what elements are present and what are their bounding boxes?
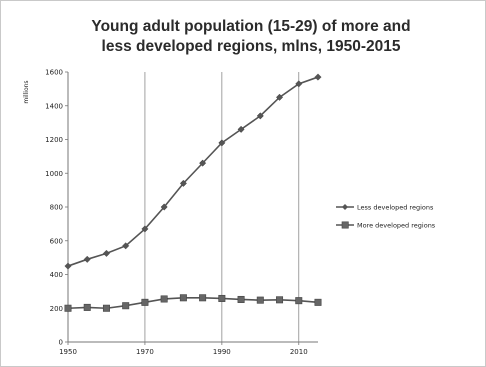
point-series-1-1980 — [179, 294, 187, 302]
point-series-1-1995 — [237, 295, 245, 303]
point-series-0-1985 — [199, 159, 207, 167]
legend-label-0: Less developed regions — [357, 204, 434, 212]
chart-title-line-2: less developed regions, mlns, 1950-2015 — [101, 38, 401, 55]
point-series-1-1955 — [83, 303, 91, 311]
point-series-1-2000 — [256, 296, 264, 304]
point-series-1-1965 — [122, 302, 130, 310]
y-tick-label-1200: 1200 — [45, 136, 63, 144]
y-tick-label-1600: 1600 — [45, 69, 63, 77]
point-series-1-1975 — [160, 295, 168, 303]
y-tick-label-200: 200 — [50, 305, 63, 313]
point-series-1-1985 — [199, 294, 207, 302]
point-series-0-2010 — [295, 80, 303, 88]
x-tick-label-2010: 2010 — [290, 348, 308, 356]
point-series-1-1970 — [141, 298, 149, 306]
series-group — [64, 73, 322, 312]
point-series-1-2005 — [276, 296, 284, 304]
point-series-0-2015 — [314, 73, 322, 81]
y-tick-label-1000: 1000 — [45, 170, 63, 178]
point-series-0-1970 — [141, 225, 149, 233]
chart-title: Young adult population (15-29) of more a… — [41, 17, 461, 57]
x-tick-labels: 1950 1970 1990 2010 — [59, 348, 308, 356]
y-tick-labels: 0 200 400 600 800 1000 1200 1400 1600 — [45, 69, 63, 347]
legend-marker-0 — [342, 204, 348, 210]
point-series-0-1995 — [237, 125, 245, 133]
legend-label-1: More developed regions — [357, 222, 436, 230]
chart-title-line-1: Young adult population (15-29) of more a… — [91, 18, 411, 35]
axes — [65, 71, 318, 345]
point-series-0-1950 — [64, 262, 72, 270]
point-series-0-2005 — [275, 93, 284, 101]
point-series-0-1975 — [160, 203, 168, 211]
point-series-0-1955 — [83, 255, 91, 263]
point-series-0-2000 — [256, 112, 264, 120]
y-tick-label-1400: 1400 — [45, 102, 63, 110]
y-tick-label-0: 0 — [59, 339, 63, 347]
point-series-0-1960 — [102, 249, 111, 257]
y-axis-label: millions — [23, 80, 30, 103]
point-series-0-1990 — [218, 139, 226, 147]
y-tick-label-400: 400 — [50, 271, 63, 279]
series-line-0 — [67, 76, 319, 267]
point-series-1-1960 — [102, 304, 110, 312]
legend: Less developed regions More developed reg… — [336, 204, 436, 230]
point-series-1-2015 — [314, 298, 322, 306]
x-tick-label-1990: 1990 — [213, 348, 231, 356]
legend-marker-1 — [341, 221, 349, 229]
point-series-1-2010 — [295, 297, 303, 305]
point-series-1-1990 — [218, 294, 226, 302]
point-series-0-1980 — [179, 179, 187, 187]
x-tick-label-1950: 1950 — [59, 348, 77, 356]
y-tick-label-800: 800 — [50, 204, 63, 212]
y-tick-label-600: 600 — [50, 237, 63, 245]
x-tick-label-1970: 1970 — [136, 348, 154, 356]
point-series-1-1950 — [64, 304, 72, 312]
point-series-0-1965 — [122, 242, 130, 250]
